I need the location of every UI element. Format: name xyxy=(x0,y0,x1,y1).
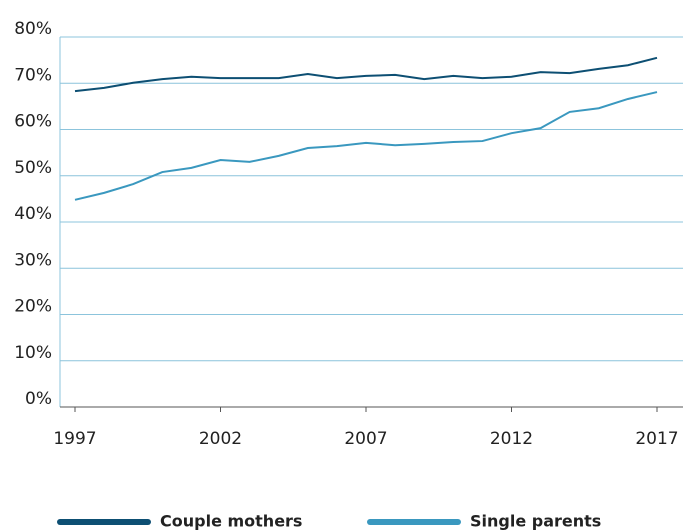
x-tick-label: 2007 xyxy=(344,429,387,449)
series-line xyxy=(74,91,658,201)
y-tick-label: 30% xyxy=(14,250,52,270)
y-tick-label: 40% xyxy=(14,204,52,224)
y-tick-label: 20% xyxy=(14,297,52,317)
y-tick-label: 50% xyxy=(14,158,52,178)
y-tick-label: 60% xyxy=(14,112,52,132)
x-tick-label: 2017 xyxy=(635,429,678,449)
legend-label: Couple mothers xyxy=(160,512,302,531)
x-tick-label: 2012 xyxy=(490,429,533,449)
y-tick-label: 80% xyxy=(14,19,52,39)
x-tick-label: 2002 xyxy=(199,429,242,449)
legend-label: Single parents xyxy=(470,512,601,531)
series-line xyxy=(74,56,658,93)
y-tick-label: 70% xyxy=(14,65,52,85)
y-tick-label: 10% xyxy=(14,343,52,363)
x-tick-label: 1997 xyxy=(53,429,96,449)
y-tick-label: 0% xyxy=(25,389,52,409)
